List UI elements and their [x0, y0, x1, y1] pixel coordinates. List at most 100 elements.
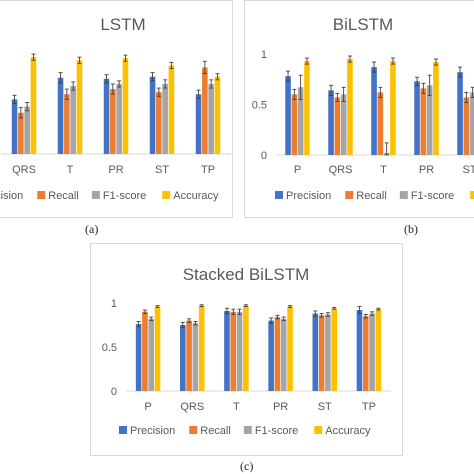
- error-bar: [372, 61, 377, 73]
- category-label: ST: [155, 164, 169, 176]
- error-bar: [31, 53, 36, 61]
- bar-f1-score: [70, 86, 76, 154]
- bar-f1-score: [369, 313, 375, 391]
- y-tick-label: 1: [111, 298, 117, 310]
- category-label: TP: [362, 401, 376, 413]
- legend-swatch-accuracy: [162, 191, 171, 199]
- chart-title: LSTM: [100, 15, 145, 34]
- category-label: QRS: [180, 401, 204, 413]
- y-tick-label: 0.5: [102, 342, 117, 354]
- error-bar: [209, 79, 214, 89]
- error-bar: [64, 88, 69, 100]
- bar-recall: [463, 97, 470, 155]
- legend-swatch-recall: [37, 191, 46, 199]
- error-bar: [427, 74, 432, 96]
- category-label: QRS: [329, 164, 353, 176]
- bar-recall: [110, 89, 116, 154]
- caption-c: (c): [240, 459, 254, 473]
- legend-label-accuracy: Accuracy: [173, 190, 219, 202]
- error-bar: [150, 72, 155, 82]
- bar-accuracy: [433, 62, 439, 155]
- legend-label-recall: Recall: [48, 190, 79, 202]
- bar-f1-score: [24, 106, 30, 154]
- bar-accuracy: [198, 305, 205, 391]
- error-bar: [136, 321, 141, 328]
- category-label: PR: [419, 164, 434, 176]
- error-bar: [458, 66, 463, 78]
- legend-label-precision: Precision: [0, 190, 23, 202]
- error-bar: [421, 82, 426, 94]
- error-bar: [169, 61, 174, 69]
- legend-label-precision: Precision: [286, 190, 331, 202]
- category-label: ST: [318, 401, 332, 413]
- legend-swatch-f1-score: [399, 191, 408, 199]
- error-bar: [18, 107, 23, 119]
- legend-label-accuracy: Accuracy: [325, 425, 371, 437]
- bar-precision: [57, 77, 64, 154]
- bar-accuracy: [30, 57, 37, 154]
- bar-recall: [274, 317, 281, 391]
- legend-label-precision: Precision: [130, 425, 175, 437]
- error-bar: [313, 310, 318, 317]
- error-bar: [163, 79, 168, 89]
- bar-recall: [362, 316, 369, 391]
- chart-bilstm: BiLSTM 0 0.5 1 P QRS T PR ST Precision Recall F1-sc…: [252, 15, 474, 202]
- error-bar: [193, 321, 198, 326]
- legend-label-f1-score: F1-score: [103, 190, 146, 202]
- error-bar: [319, 313, 324, 318]
- bar-recall: [142, 311, 148, 391]
- bar-precision: [195, 94, 202, 154]
- y-tick-label: 1: [261, 49, 267, 61]
- bar-recall: [334, 97, 341, 155]
- error-bar: [199, 304, 204, 307]
- bar-precision: [371, 67, 377, 155]
- bar-precision: [180, 325, 186, 391]
- error-bar: [298, 74, 303, 100]
- bar-precision: [312, 313, 319, 391]
- y-tick-label: 0.5: [252, 100, 267, 112]
- legend-label-f1-score: F1-score: [255, 425, 298, 437]
- bar-precision: [414, 81, 420, 155]
- bar-accuracy: [390, 61, 396, 155]
- error-bar: [415, 76, 420, 86]
- bar-precision: [457, 72, 463, 155]
- bar-precision: [285, 76, 291, 155]
- error-bar: [231, 308, 236, 315]
- legend-swatch-f1-score: [91, 191, 100, 199]
- category-label: PR: [108, 164, 123, 176]
- error-bar: [329, 84, 334, 96]
- chart-panel-bilstm: BiLSTM 0 0.5 1 P QRS T PR ST Precision Recall F1-sc…: [244, 0, 474, 218]
- legend-label-f1-score: F1-score: [411, 190, 454, 202]
- legend-swatch-accuracy: [470, 191, 474, 199]
- error-bar: [149, 316, 154, 322]
- bar-accuracy: [168, 65, 175, 154]
- bar-f1-score: [236, 311, 243, 391]
- legend-swatch-f1-score: [243, 426, 252, 434]
- error-bar: [341, 86, 346, 102]
- error-bar: [376, 307, 381, 311]
- bar-accuracy: [287, 306, 293, 391]
- bar-recall: [420, 88, 427, 155]
- bar-precision: [356, 310, 363, 391]
- error-bar: [12, 94, 17, 104]
- chart-stacked-bilstm: Stacked BiLSTM 0 0.5 1 P QRS T PR ST TP Precision R…: [102, 265, 391, 437]
- error-bar: [224, 307, 229, 315]
- category-label: TP: [201, 164, 215, 176]
- chart-panel-lstm: LSTM QRS T PR ST TP Precision Recall F1-score Acc…: [0, 0, 233, 218]
- legend-label-recall: Recall: [356, 190, 387, 202]
- error-bar: [335, 92, 340, 102]
- error-bar: [196, 89, 201, 99]
- error-bar: [104, 74, 109, 84]
- bar-accuracy: [304, 61, 310, 155]
- bar-accuracy: [76, 60, 83, 154]
- legend-swatch-precision: [275, 191, 283, 199]
- bar-f1-score: [340, 94, 347, 155]
- bar-f1-score: [297, 87, 304, 155]
- bar-precision: [11, 99, 18, 154]
- error-bar: [378, 86, 383, 98]
- caption-b: (b): [404, 222, 418, 236]
- bar-f1-score: [162, 83, 168, 154]
- error-bar: [243, 304, 248, 307]
- bar-f1-score: [208, 83, 214, 154]
- bar-recall: [156, 92, 162, 154]
